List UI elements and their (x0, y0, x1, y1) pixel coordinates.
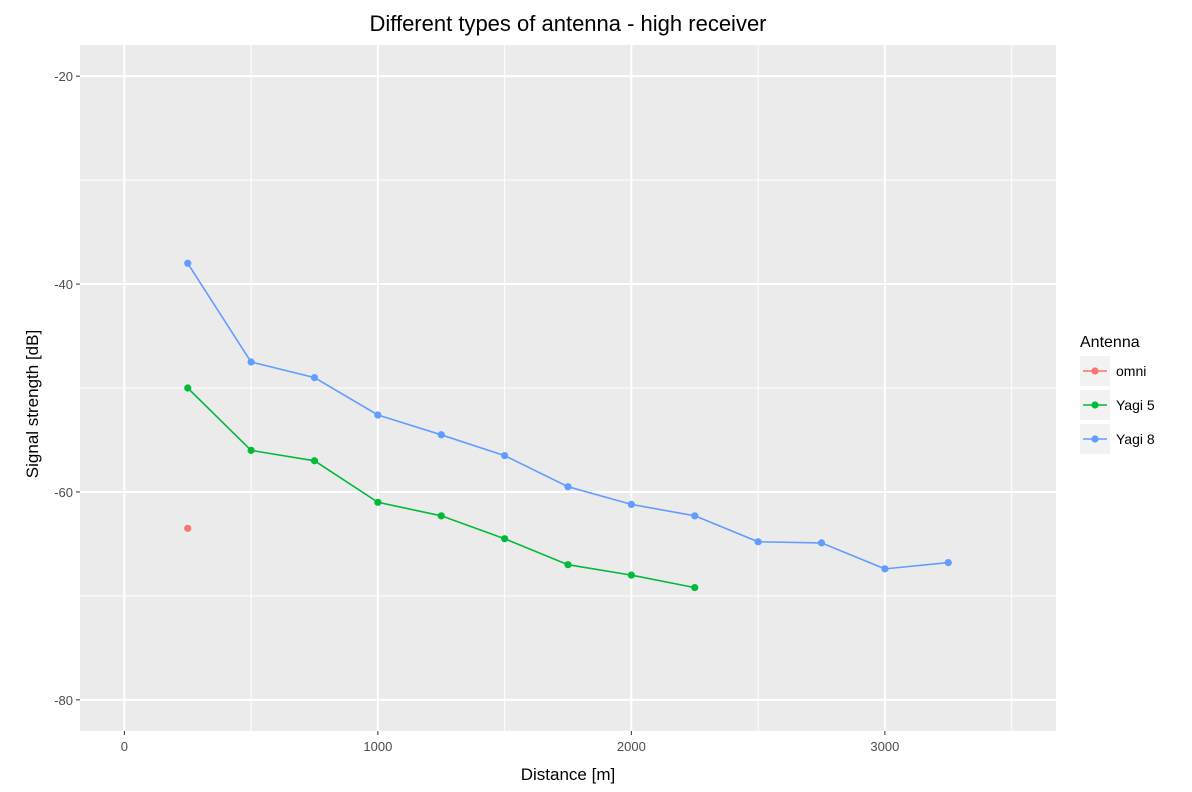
chart-title: Different types of antenna - high receiv… (369, 11, 766, 36)
y-axis-title: Signal strength [dB] (23, 330, 42, 478)
data-point-yagi-8 (944, 559, 952, 567)
data-point-yagi-8 (691, 512, 699, 520)
data-point-yagi-8 (817, 539, 826, 547)
data-point-yagi-5 (247, 446, 255, 454)
legend-title: Antenna (1080, 334, 1140, 351)
data-point-yagi-8 (310, 374, 319, 382)
legend-key-point (1091, 401, 1099, 409)
data-point-yagi-8 (564, 483, 572, 491)
data-point-yagi-5 (627, 571, 635, 579)
data-point-yagi-5 (184, 384, 192, 392)
legend-key-point (1091, 367, 1099, 375)
axis-ticks: -20 -40 -60 -80 0 1000 2000 3000 (54, 69, 899, 754)
data-point-yagi-8 (501, 451, 509, 460)
series-omni (184, 524, 192, 532)
y-tick-label: -20 (54, 69, 73, 84)
legend-key-point (1091, 435, 1099, 443)
data-point-yagi-8 (754, 538, 762, 546)
data-point-yagi-5 (437, 512, 445, 520)
x-tick-label: 3000 (870, 739, 899, 754)
data-point-yagi-8 (184, 259, 192, 267)
series-yagi-5 (184, 384, 699, 592)
y-tick-label: -80 (54, 693, 73, 708)
x-axis-title: Distance [m] (521, 765, 615, 784)
data-point-yagi-8 (627, 500, 635, 509)
data-point-yagi-5 (501, 535, 509, 543)
legend-label: omni (1116, 363, 1146, 379)
data-point-yagi-5 (564, 561, 572, 569)
series-layer (184, 259, 952, 592)
data-point-yagi-8 (374, 411, 382, 419)
legend-item-yagi-5: Yagi 5 (1080, 390, 1155, 420)
x-tick-label: 0 (121, 739, 128, 754)
grid (80, 45, 1056, 731)
data-point-yagi-5 (691, 583, 699, 592)
data-point-yagi-8 (247, 358, 255, 366)
data-point-yagi-8 (437, 431, 445, 439)
legend-label: Yagi 8 (1116, 431, 1155, 447)
series-yagi-8 (184, 259, 952, 573)
y-tick-label: -40 (54, 277, 73, 292)
data-point-yagi-5 (310, 457, 319, 465)
data-point-yagi-8 (881, 565, 889, 573)
legend-item-omni: omni (1080, 356, 1146, 386)
x-tick-label: 1000 (363, 739, 392, 754)
data-point-omni (184, 524, 192, 532)
legend: Antenna omni Yagi 5 Yagi 8 (1080, 334, 1155, 454)
legend-item-yagi-8: Yagi 8 (1080, 424, 1155, 454)
x-tick-label: 2000 (617, 739, 646, 754)
legend-label: Yagi 5 (1116, 397, 1155, 413)
y-tick-label: -60 (54, 485, 73, 500)
data-point-yagi-5 (374, 498, 382, 506)
